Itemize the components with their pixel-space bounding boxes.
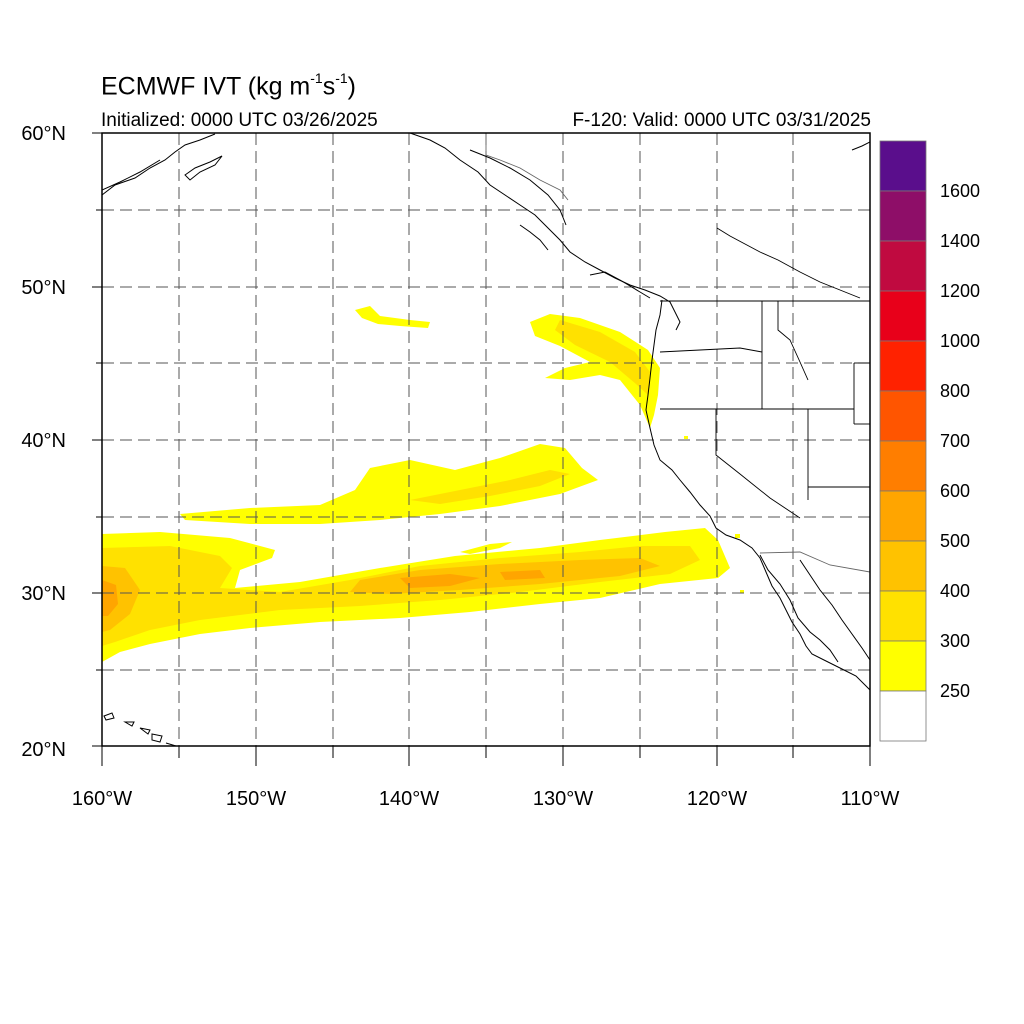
colorbar-swatch xyxy=(879,540,927,592)
colorbar-swatch xyxy=(879,390,927,442)
colorbar-label: 600 xyxy=(940,481,970,501)
gridlines xyxy=(102,133,870,746)
colorbar-label: 800 xyxy=(940,381,970,401)
colorbar-label: 1400 xyxy=(940,231,980,251)
colorbar-swatch xyxy=(879,340,927,392)
lon-label-140w: 140°W xyxy=(379,788,439,810)
lon-label-110w: 110°W xyxy=(841,788,900,810)
colorbar-swatch xyxy=(879,490,927,542)
lat-label-60: 60°N xyxy=(21,123,66,145)
political-borders xyxy=(485,133,870,573)
ivt-pnw-300 xyxy=(555,320,650,395)
colorbar-swatch xyxy=(879,590,927,642)
colorbar-swatch xyxy=(879,190,927,242)
lon-label-160w: 160°W xyxy=(72,788,132,810)
colorbar-label: 400 xyxy=(940,581,970,601)
colorbar-swatch xyxy=(879,640,927,692)
lat-label-20: 20°N xyxy=(21,739,66,761)
colorbar-label: 500 xyxy=(940,531,970,551)
ivt-band-mid xyxy=(180,444,598,524)
ivt-field xyxy=(102,306,744,662)
colorbar-swatch xyxy=(879,140,927,192)
initialized-label: Initialized: 0000 UTC 03/26/2025 xyxy=(101,110,378,131)
lat-label-40: 40°N xyxy=(21,430,66,452)
map-title: ECMWF IVT (kg m-1s-1) xyxy=(101,70,356,101)
colorbar-label: 250 xyxy=(940,681,970,701)
colorbar-swatch xyxy=(879,290,927,342)
colorbar-swatch xyxy=(879,240,927,292)
colorbar xyxy=(879,140,927,742)
coastlines xyxy=(102,133,870,746)
lon-label-150w: 150°W xyxy=(226,788,286,810)
lat-labels: 60°N 50°N 40°N 30°N 20°N xyxy=(21,123,66,761)
ivt-plume-south-500 xyxy=(102,570,545,616)
ivt-north-band xyxy=(355,306,430,328)
colorbar-labels: 1600 1400 1200 1000 800 700 600 500 400 300 250 xyxy=(940,181,980,701)
colorbar-label: 1600 xyxy=(940,181,980,201)
colorbar-swatch xyxy=(879,690,927,742)
lon-label-130w: 130°W xyxy=(533,788,593,810)
lon-label-120w: 120°W xyxy=(687,788,747,810)
colorbar-label: 1000 xyxy=(940,331,980,351)
valid-time-label: F-120: Valid: 0000 UTC 03/31/2025 xyxy=(572,110,871,131)
axis-ticks xyxy=(92,132,871,766)
colorbar-label: 1200 xyxy=(940,281,980,301)
ivt-band-mid-300 xyxy=(410,470,570,504)
lat-label-30: 30°N xyxy=(21,583,66,605)
lat-label-50: 50°N xyxy=(21,277,66,299)
colorbar-swatch xyxy=(879,440,927,492)
colorbar-label: 700 xyxy=(940,431,970,451)
colorbar-label: 300 xyxy=(940,631,970,651)
lon-labels: 160°W 150°W 140°W 130°W 120°W 110°W xyxy=(72,788,900,810)
